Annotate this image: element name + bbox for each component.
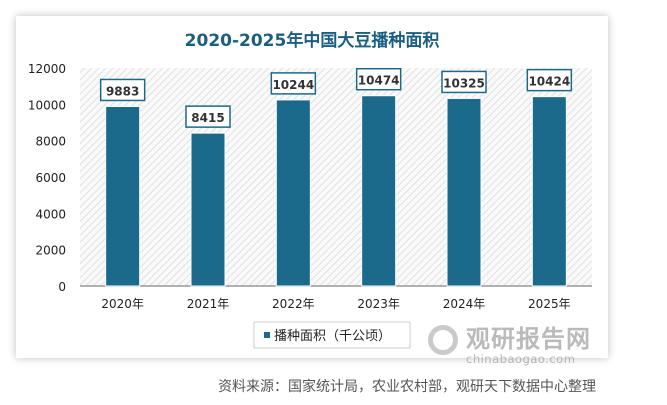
legend-label: 播种面积（千公顷） [274, 329, 391, 344]
chart-card: 2020-2025年中国大豆播种面积 0 2000 4000 6000 8000 1000… [16, 16, 608, 366]
watermark-logo-icon [428, 325, 458, 355]
chart-title: 2020-2025年中国大豆播种面积 [185, 30, 440, 51]
data-label-box [270, 72, 317, 95]
watermark: 观研报告网 chinabaogao.com [428, 319, 591, 366]
watermark-en: chinabaogao.com [466, 352, 576, 366]
legend: 播种面积（千公顷） [253, 321, 411, 349]
y-tick-label: 8000 [35, 135, 66, 149]
data-label: 10474 [358, 74, 400, 88]
legend-swatch [264, 332, 270, 338]
x-tick-label: 2022年 [272, 297, 315, 311]
watermark-cn: 观研报告网 [466, 325, 591, 353]
y-tick-label: 10000 [28, 98, 66, 112]
data-label-box [185, 105, 231, 128]
data-label: 10424 [528, 75, 570, 89]
x-tick-label: 2021年 [187, 297, 230, 311]
bar [105, 105, 141, 287]
data-label-box [441, 70, 487, 94]
bar-chart: 2020-2025年中国大豆播种面积 0 2000 4000 6000 8000 1000… [28, 30, 592, 349]
plot-area [80, 68, 592, 286]
data-label-box [99, 78, 146, 102]
data-label: 10244 [272, 78, 314, 92]
data-label-box [355, 67, 402, 91]
y-tick-label: 0 [58, 280, 66, 294]
bar [446, 97, 482, 287]
x-tick-label: 2020年 [101, 297, 144, 311]
data-label: 8415 [191, 111, 224, 125]
data-label-box [526, 68, 573, 92]
x-tick-label: 2024年 [443, 297, 486, 311]
y-tick-label: 12000 [28, 62, 66, 76]
bar [531, 96, 567, 287]
y-tick-label: 6000 [35, 171, 66, 185]
y-tick-label: 2000 [35, 244, 66, 258]
x-tick-label: 2023年 [357, 297, 400, 311]
source-note: 资料来源：国家统计局，农业农村部，观研天下数据中心整理 [218, 379, 596, 395]
y-tick-label: 4000 [35, 207, 66, 221]
bar [275, 99, 311, 287]
x-tick-label: 2025年 [528, 297, 571, 311]
bar [361, 95, 397, 287]
bar [190, 132, 226, 287]
data-label: 9883 [106, 84, 139, 98]
data-label: 10325 [443, 76, 485, 90]
